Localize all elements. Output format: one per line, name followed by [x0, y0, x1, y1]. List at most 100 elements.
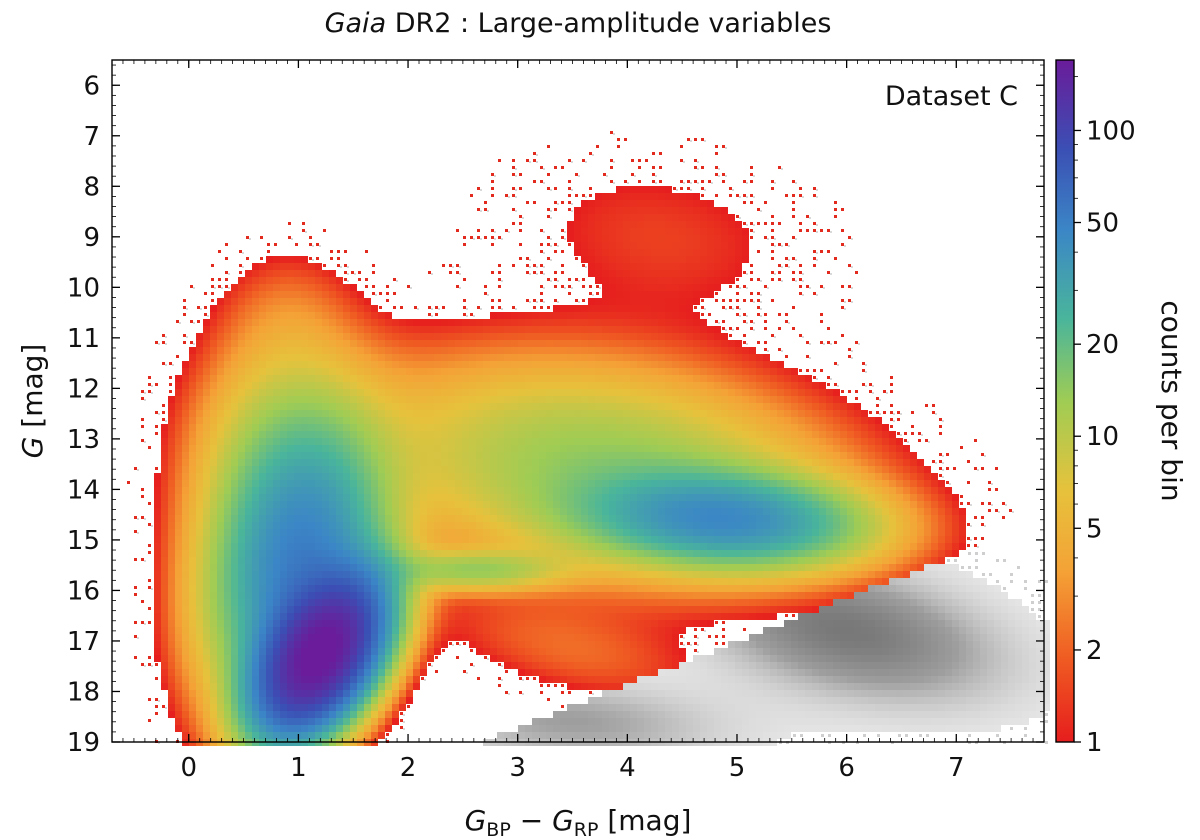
heatmap-bin [252, 354, 259, 361]
heatmap-bin [784, 396, 791, 403]
heatmap-bin [707, 403, 714, 410]
gray-point [882, 606, 889, 613]
heatmap-bin [154, 480, 161, 487]
heatmap-bin [183, 313, 186, 316]
heatmap-bin [728, 459, 735, 466]
gray-point [760, 315, 762, 317]
heatmap-bin [665, 200, 672, 207]
heatmap-bin [365, 278, 368, 281]
gray-point [791, 648, 798, 655]
heatmap-bin [532, 375, 539, 382]
heatmap-bin [756, 375, 763, 382]
gray-point [875, 592, 882, 599]
heatmap-bin [245, 473, 252, 480]
gray-point [739, 308, 741, 310]
heatmap-bin [519, 222, 522, 225]
heatmap-bin [273, 396, 280, 403]
heatmap-bin [329, 326, 336, 333]
gray-point [756, 641, 763, 648]
heatmap-bin [168, 410, 175, 417]
heatmap-bin [581, 445, 588, 452]
heatmap-bin [610, 180, 613, 183]
gray-point [784, 676, 791, 683]
gray-point [931, 564, 938, 571]
heatmap-bin [497, 445, 504, 452]
heatmap-bin [686, 291, 693, 298]
heatmap-bin [322, 326, 329, 333]
heatmap-bin [778, 278, 781, 281]
heatmap-bin [189, 452, 196, 459]
gray-point [609, 732, 616, 739]
gray-point [770, 711, 777, 718]
heatmap-bin [609, 375, 616, 382]
gray-point [1015, 718, 1022, 725]
gray-point [515, 175, 517, 177]
gray-point [1031, 594, 1034, 597]
heatmap-bin [735, 368, 742, 375]
heatmap-bin [637, 242, 644, 249]
gray-point [840, 613, 847, 620]
heatmap-bin [609, 284, 616, 291]
heatmap-bin [896, 438, 903, 445]
heatmap-bin [448, 389, 455, 396]
heatmap-bin [420, 389, 427, 396]
heatmap-bin [490, 452, 497, 459]
heatmap-bin [665, 361, 672, 368]
heatmap-bin [245, 424, 252, 431]
heatmap-bin [301, 291, 308, 298]
heatmap-bin [525, 487, 532, 494]
gray-point [347, 280, 349, 282]
heatmap-bin [623, 466, 630, 473]
heatmap-bin [427, 382, 434, 389]
heatmap-bin [693, 354, 700, 361]
heatmap-bin [448, 438, 455, 445]
heatmap-bin [624, 138, 627, 141]
heatmap-bin [434, 410, 441, 417]
heatmap-bin [336, 298, 343, 305]
heatmap-bin [448, 319, 455, 326]
heatmap-bin [658, 410, 665, 417]
heatmap-bin [357, 389, 364, 396]
heatmap-bin [616, 389, 623, 396]
heatmap-bin [679, 326, 686, 333]
heatmap-bin [456, 229, 459, 232]
heatmap-bin [742, 396, 749, 403]
heatmap-bin [665, 270, 672, 277]
heatmap-bin [722, 173, 725, 176]
heatmap-bin [148, 390, 151, 393]
heatmap-bin [560, 375, 567, 382]
heatmap-bin [217, 417, 224, 424]
heatmap-bin [266, 340, 273, 347]
heatmap-bin [588, 340, 595, 347]
heatmap-bin [189, 466, 196, 473]
heatmap-bin [511, 445, 518, 452]
gray-point [917, 690, 924, 697]
heatmap-bin [315, 410, 322, 417]
heatmap-bin [525, 312, 532, 319]
gray-point [847, 606, 854, 613]
heatmap-bin [350, 480, 357, 487]
heatmap-bin [203, 340, 210, 347]
heatmap-bin [686, 277, 693, 284]
gray-point [800, 734, 803, 737]
heatmap-bin [686, 403, 693, 410]
gray-point [207, 315, 209, 317]
heatmap-bin [413, 445, 420, 452]
heatmap-bin [784, 459, 791, 466]
heatmap-bin [581, 431, 588, 438]
gray-point [784, 662, 791, 669]
heatmap-bin [595, 249, 602, 256]
gray-point [616, 718, 623, 725]
heatmap-bin [840, 396, 847, 403]
gray-point [812, 690, 819, 697]
heatmap-bin [701, 187, 704, 190]
heatmap-bin [855, 341, 858, 344]
gray-point [826, 648, 833, 655]
heatmap-bin [763, 389, 770, 396]
heatmap-bin [728, 235, 735, 242]
heatmap-bin [560, 382, 567, 389]
gray-point [959, 662, 966, 669]
heatmap-bin [588, 305, 595, 312]
gray-point [735, 683, 742, 690]
heatmap-bin [889, 480, 896, 487]
